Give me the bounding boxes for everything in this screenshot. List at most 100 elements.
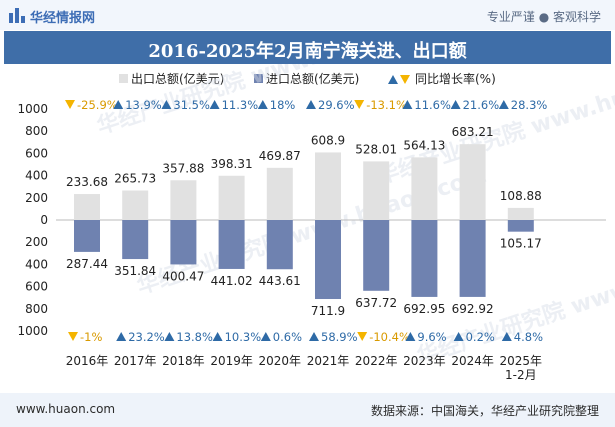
y-tick-label: 1000 xyxy=(17,324,48,338)
growth-up-triangle-icon xyxy=(257,100,268,109)
growth-up-triangle-icon xyxy=(309,332,319,341)
import-bar xyxy=(122,220,149,260)
export-growth-label: 21.6% xyxy=(463,98,500,112)
export-bar xyxy=(363,161,390,220)
x-category-label: 2016年 xyxy=(66,354,109,368)
growth-down-triangle-icon xyxy=(65,100,75,109)
export-value-label: 265.73 xyxy=(114,172,156,186)
y-tick-label: 200 xyxy=(25,191,48,205)
import-bar xyxy=(218,220,245,269)
growth-up-triangle-icon xyxy=(212,332,223,341)
growth-down-triangle-icon xyxy=(354,100,365,109)
import-growth-label: 13.8% xyxy=(176,330,213,344)
footer-website: www.huaon.com xyxy=(16,402,116,416)
y-tick-label: 800 xyxy=(25,124,48,138)
y-tick-label: 0 xyxy=(40,213,48,227)
growth-up-triangle-icon xyxy=(209,100,220,109)
export-bar xyxy=(411,157,438,220)
export-value-label: 528.01 xyxy=(355,142,397,156)
x-category-label: 2022年 xyxy=(355,354,398,368)
export-value-label: 357.88 xyxy=(162,161,204,175)
import-growth-label: 0.6% xyxy=(273,330,302,344)
y-tick-label: 400 xyxy=(25,257,48,271)
export-bar xyxy=(122,190,149,220)
export-growth-label: 13.9% xyxy=(125,98,162,112)
import-value-label: 400.47 xyxy=(162,269,204,283)
top-bar: 华经情报网 专业严谨 ● 客观科学 xyxy=(0,0,615,30)
export-growth-label: 11.3% xyxy=(222,98,259,112)
export-bar xyxy=(459,144,486,220)
import-value-label: 711.9 xyxy=(311,304,345,318)
legend-label-growth: 同比增长率(%) xyxy=(415,71,496,86)
export-growth-label: 29.6% xyxy=(318,98,355,112)
import-bar xyxy=(170,220,197,265)
import-value-label: 287.44 xyxy=(66,257,108,271)
export-growth-label: -25.9% xyxy=(77,98,118,112)
import-value-label: 105.17 xyxy=(500,237,542,251)
export-growth-label: 11.6% xyxy=(414,98,451,112)
export-value-label: 233.68 xyxy=(66,175,108,189)
legend-swatch-export xyxy=(119,74,128,83)
import-bar xyxy=(363,220,390,291)
import-bar xyxy=(266,220,293,270)
import-value-label: 443.61 xyxy=(259,274,301,288)
y-tick-label: 1000 xyxy=(17,102,48,116)
x-category-label: 2025年 xyxy=(500,354,543,368)
growth-up-triangle-icon xyxy=(405,332,416,341)
growth-up-triangle-icon xyxy=(501,332,512,341)
growth-up-triangle-icon xyxy=(498,100,509,109)
export-growth-label: 28.3% xyxy=(511,98,548,112)
export-value-label: 108.88 xyxy=(500,189,542,203)
export-growth-label: 18% xyxy=(270,98,296,112)
bars-layer xyxy=(74,144,534,300)
export-growth-label: -13.1% xyxy=(366,98,407,112)
watermark-text: 华经产业研究院 www.huaon.com xyxy=(414,232,615,370)
import-growth-label: -10.4% xyxy=(369,330,410,344)
legend-label-export: 出口总额(亿美元) xyxy=(131,71,224,86)
export-value-label: 469.87 xyxy=(259,149,301,163)
import-growth-label: 58.9% xyxy=(321,330,358,344)
import-growth-label: 23.2% xyxy=(128,330,165,344)
growth-up-triangle-icon xyxy=(164,332,175,341)
export-value-label: 683.21 xyxy=(452,125,494,139)
legend-down-triangle-icon xyxy=(400,75,410,84)
import-growth-label: 9.6% xyxy=(417,330,446,344)
growth-up-triangle-icon xyxy=(260,332,271,341)
x-category-label: 2024年 xyxy=(451,354,494,368)
x-category-label: 2020年 xyxy=(259,354,302,368)
import-value-label: 692.92 xyxy=(452,302,494,316)
footer: www.huaon.com 数据来源：中国海关，华经产业研究院整理 xyxy=(0,393,615,427)
import-bar xyxy=(74,220,100,252)
y-tick-label: 800 xyxy=(25,302,48,316)
import-growth-label: 4.8% xyxy=(514,330,543,344)
export-bar xyxy=(74,194,100,220)
import-bar xyxy=(411,220,438,297)
tagline: 专业严谨 ● 客观科学 xyxy=(486,10,601,24)
import-bar xyxy=(459,220,486,297)
import-value-label: 441.02 xyxy=(211,274,253,288)
import-growth-label: 10.3% xyxy=(225,330,262,344)
x-category-label: 2023年 xyxy=(403,354,446,368)
legend-swatch-import xyxy=(254,74,263,83)
export-value-label: 564.13 xyxy=(403,138,445,152)
import-growth-label: 0.2% xyxy=(466,330,495,344)
x-category-label: 2017年 xyxy=(114,354,157,368)
import-growth-label: -1% xyxy=(80,330,102,344)
y-tick-label: 600 xyxy=(25,146,48,160)
legend-up-triangle-icon xyxy=(388,75,398,84)
chart-legend: 出口总额(亿美元) 进口总额(亿美元) 同比增长率(%) xyxy=(119,71,496,86)
growth-up-triangle-icon xyxy=(450,100,461,109)
export-bar xyxy=(507,207,534,220)
growth-up-triangle-icon xyxy=(453,332,464,341)
growth-up-triangle-icon xyxy=(161,100,172,109)
brand-name: 华经情报网 xyxy=(30,11,96,26)
growth-up-triangle-icon xyxy=(402,100,413,109)
export-growth-label: 31.5% xyxy=(173,98,210,112)
growth-up-triangle-icon xyxy=(306,100,316,109)
growth-up-triangle-icon xyxy=(113,100,124,109)
import-bar xyxy=(507,220,534,232)
export-value-label: 398.31 xyxy=(211,157,253,171)
import-value-label: 692.95 xyxy=(403,302,445,316)
y-tick-label: 600 xyxy=(25,280,48,294)
import-value-label: 351.84 xyxy=(114,264,156,278)
